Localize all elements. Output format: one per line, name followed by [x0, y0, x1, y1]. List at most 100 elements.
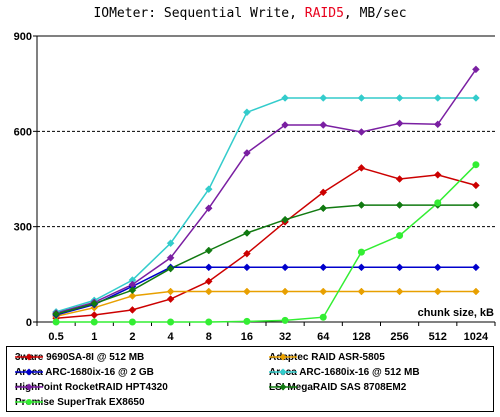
legend-swatch-marker: [25, 383, 33, 391]
legend-item: 3ware 9690SA-8I @ 512 MB: [15, 351, 144, 363]
x-tick-label: 1: [91, 331, 97, 343]
data-point: [472, 94, 480, 102]
data-point: [395, 119, 404, 128]
data-point: [90, 299, 99, 308]
x-tick-label: 64: [317, 331, 330, 343]
legend-label: 3ware 9690SA-8I @ 512 MB: [15, 351, 145, 363]
series-line-5: [55, 204, 476, 315]
data-point: [243, 263, 251, 272]
data-point: [434, 199, 442, 207]
data-point: [52, 318, 60, 326]
data-point: [166, 295, 175, 303]
data-point: [166, 287, 175, 296]
legend-swatch: [269, 353, 297, 361]
x-tick-label: 2: [129, 331, 135, 343]
data-point: [204, 277, 213, 286]
legend-item: LSI MegaRAID SAS 8708EM2: [269, 381, 406, 393]
x-tick-label: 1024: [464, 331, 489, 343]
x-tick-label: 4: [168, 331, 175, 343]
data-point: [243, 149, 251, 157]
y-tick-label: 0: [26, 317, 32, 329]
data-point: [357, 248, 365, 256]
data-point: [472, 263, 480, 272]
series-line-0: [56, 167, 477, 319]
data-point: [395, 94, 404, 102]
legend-label: LSI MegaRAID SAS 8708EM2: [269, 381, 407, 393]
data-point: [357, 164, 366, 172]
grid-lines: [37, 130, 495, 228]
legend-item: HighPoint RocketRAID HPT4320: [15, 381, 168, 393]
title-prefix: IOMeter: Sequential Write,: [93, 6, 305, 21]
data-point: [395, 201, 404, 209]
data-point: [319, 188, 328, 197]
data-point: [357, 94, 366, 102]
data-point: [395, 175, 404, 183]
y-tick-label: 300: [14, 222, 32, 234]
legend-label: Promise SuperTrak EX8650: [15, 396, 145, 408]
data-point: [319, 287, 328, 296]
legend-swatch-marker: [279, 368, 287, 376]
data-point: [204, 246, 213, 255]
data-point: [281, 263, 289, 272]
x-tick-label: 0.5: [48, 331, 63, 343]
legend-swatch-marker: [25, 353, 33, 361]
legend-label: HighPoint RocketRAID HPT4320: [15, 381, 168, 393]
data-point: [90, 318, 98, 326]
data-point: [433, 120, 442, 129]
data-point: [243, 229, 251, 237]
y-tick-labels: 0 300 600 900: [14, 31, 32, 329]
series-line-1: [55, 290, 476, 318]
data-point: [205, 318, 213, 326]
y-tick-label: 900: [14, 31, 32, 43]
series-markers: [52, 65, 480, 326]
data-point: [319, 94, 328, 102]
data-point: [52, 310, 60, 318]
x-tick-label: 256: [390, 331, 408, 343]
legend-swatch: [269, 383, 297, 391]
legend-item: Adaptec RAID ASR-5805: [269, 351, 385, 363]
data-point: [395, 287, 404, 296]
data-point: [204, 204, 213, 213]
data-point: [128, 318, 136, 326]
data-point: [319, 313, 327, 321]
data-point: [90, 311, 99, 319]
data-point: [357, 128, 366, 136]
legend-label: Areca ARC-1680ix-16 @ 2 GB: [15, 366, 154, 378]
data-point: [319, 121, 328, 129]
data-point: [204, 263, 213, 272]
axes: [33, 35, 496, 326]
data-point: [357, 201, 366, 209]
data-point: [243, 108, 251, 117]
data-point: [433, 94, 442, 102]
legend-swatch-marker: [279, 353, 287, 361]
data-point: [472, 201, 480, 209]
data-point: [281, 215, 289, 224]
data-point: [128, 292, 137, 300]
data-point: [243, 249, 251, 258]
data-point: [243, 317, 251, 325]
data-point: [433, 171, 442, 179]
data-point: [395, 263, 404, 272]
legend-label: Areca ARC-1680ix-16 @ 512 MB: [269, 366, 420, 378]
legend-swatch: [15, 399, 43, 405]
data-point: [472, 287, 480, 296]
series-line-3: [55, 97, 476, 313]
series-line-6: [56, 164, 477, 323]
data-point: [319, 263, 328, 272]
data-point: [128, 286, 137, 295]
data-point: [204, 185, 213, 194]
data-point: [128, 306, 137, 314]
data-point: [243, 287, 251, 296]
x-tick-label: 16: [241, 331, 253, 343]
data-point: [166, 239, 175, 248]
x-tick-label: 512: [429, 331, 447, 343]
data-point: [281, 316, 289, 324]
legend-item: Areca ARC-1680ix-16 @ 2 GB: [15, 366, 154, 378]
x-tick-label: 128: [352, 331, 370, 343]
data-point: [433, 263, 442, 272]
legend-item: Areca ARC-1680ix-16 @ 512 MB: [269, 366, 420, 378]
data-point: [167, 318, 175, 326]
y-tick-label: 600: [14, 126, 32, 138]
legend-swatch: [269, 368, 297, 376]
legend-swatch: [15, 368, 43, 376]
